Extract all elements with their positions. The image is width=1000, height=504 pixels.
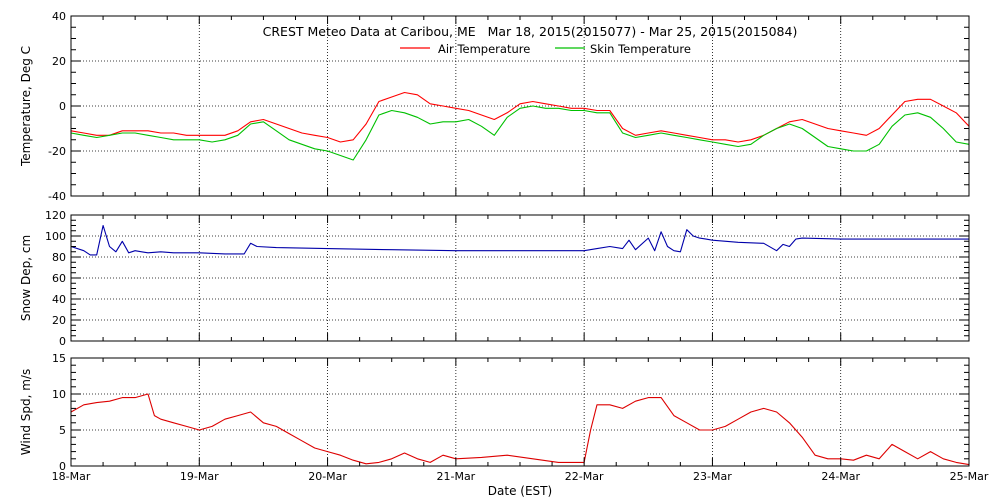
x-tick-label: 25-Mar: [950, 470, 989, 483]
y-tick-label: 15: [52, 352, 66, 365]
panel-2: 0 20 40 60 80 100 120 Snow Dep, cm: [19, 209, 970, 348]
y-tick-label: 20: [52, 314, 66, 327]
x-tick-label: 22-Mar: [565, 470, 604, 483]
x-tick-label: 21-Mar: [436, 470, 475, 483]
y-tick-label: 0: [59, 100, 66, 113]
y-axis-label: Snow Dep, cm: [19, 235, 33, 321]
x-tick-label: 24-Mar: [821, 470, 860, 483]
y-tick-label: -40: [48, 190, 66, 203]
y-tick-label: 100: [45, 230, 66, 243]
chart-title: CREST Meteo Data at Caribou, ME Mar 18, …: [263, 24, 798, 39]
y-tick-label: 80: [52, 251, 66, 264]
x-tick-label: 23-Mar: [693, 470, 732, 483]
x-tick-label: 20-Mar: [308, 470, 347, 483]
y-tick-label: 10: [52, 388, 66, 401]
panel-frame: [70, 357, 970, 467]
y-tick-label: -20: [48, 145, 66, 158]
y-tick-label: 40: [52, 293, 66, 306]
series-line-panel-2: [70, 224, 969, 256]
panel-1: -40 -20 0 20 40 Temperature, Deg C Air Tempera…: [19, 10, 970, 203]
series-line-skin-temperature: [70, 105, 970, 161]
legend-label-1: Air Temperature: [438, 42, 530, 56]
x-tick-label: 18-Mar: [52, 470, 91, 483]
panel-frame: [70, 214, 970, 342]
y-tick-label: 0: [59, 335, 66, 348]
y-tick-label: 40: [52, 10, 66, 23]
x-axis-label: Date (EST): [488, 484, 552, 498]
y-tick-label: 20: [52, 55, 66, 68]
series-line-panel-3: [70, 393, 970, 466]
y-tick-label: 5: [59, 424, 66, 437]
x-tick-label: 19-Mar: [180, 470, 219, 483]
legend-label-2: Skin Temperature: [590, 42, 691, 56]
series-line-air-temperature: [70, 91, 970, 143]
y-tick-label: 60: [52, 272, 66, 285]
panel-3: 0 5 10 15 Wind Spd, m/s: [19, 352, 970, 473]
y-axis-label: Temperature, Deg C: [19, 46, 33, 167]
y-tick-label: 120: [45, 209, 66, 222]
y-axis-label: Wind Spd, m/s: [19, 369, 33, 455]
y-tick-label: 0: [59, 460, 66, 473]
